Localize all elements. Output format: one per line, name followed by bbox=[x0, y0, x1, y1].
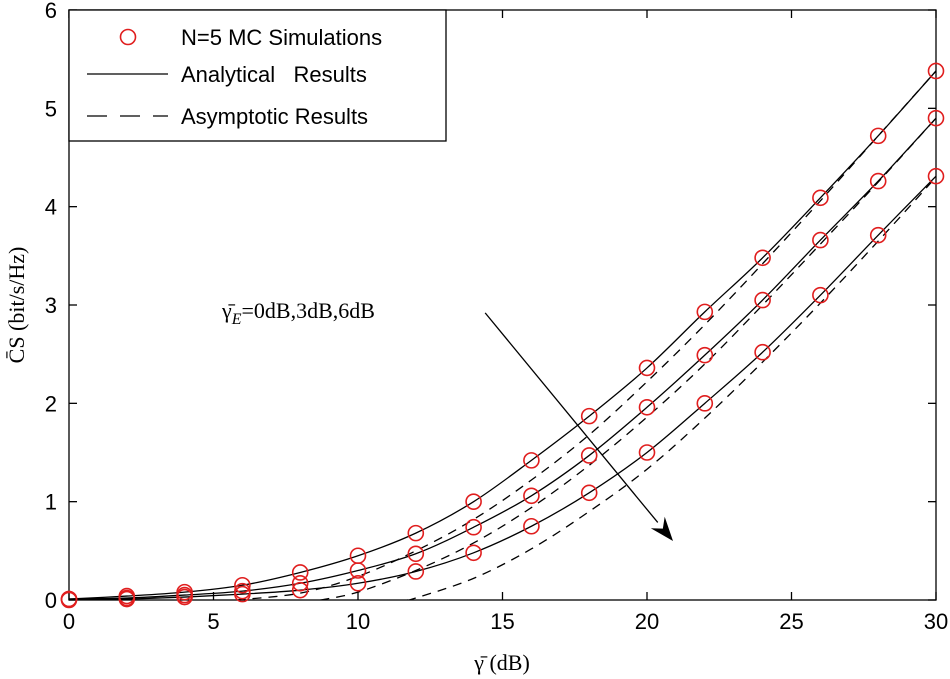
simulation-marker bbox=[927, 109, 945, 127]
y-axis-label: C̄S (bit/s/Hz) bbox=[4, 247, 29, 364]
annotation: γ̄E=0dB,3dB,6dB bbox=[221, 298, 674, 541]
x-tick-label: 5 bbox=[207, 609, 219, 634]
simulation-marker bbox=[638, 359, 656, 377]
simulation-marker bbox=[349, 574, 367, 592]
simulation-marker bbox=[927, 62, 945, 80]
legend-label-asymptotic: Asymptotic Results bbox=[181, 104, 368, 129]
simulation-marker bbox=[118, 590, 136, 608]
annotation-text: γ̄E=0dB,3dB,6dB bbox=[221, 298, 375, 328]
simulation-marker bbox=[696, 346, 714, 364]
simulation-marker bbox=[696, 395, 714, 412]
simulation-marker bbox=[465, 493, 482, 510]
x-tick-label: 15 bbox=[490, 609, 514, 634]
simulation-marker bbox=[812, 231, 829, 249]
simulation-marker bbox=[638, 444, 656, 461]
y-tick-label: 2 bbox=[45, 391, 57, 416]
legend-box bbox=[68, 9, 447, 142]
y-tick-label: 0 bbox=[45, 588, 57, 613]
simulation-marker bbox=[696, 303, 714, 321]
simulation-marker bbox=[407, 524, 425, 542]
simulation-marker bbox=[580, 447, 598, 464]
simulation-marker bbox=[407, 563, 425, 580]
simulation-marker bbox=[523, 452, 540, 469]
simulation-marker bbox=[349, 562, 367, 579]
simulation-marker bbox=[869, 127, 887, 145]
legend-label-simulations: N=5 MC Simulations bbox=[181, 25, 382, 50]
simulation-marker bbox=[291, 564, 309, 581]
analytical-line-3 bbox=[69, 70, 936, 600]
simulation-marker bbox=[523, 487, 540, 505]
analytical-line-4 bbox=[69, 117, 936, 600]
annotation-arrow-head bbox=[650, 516, 674, 541]
simulation-marker bbox=[580, 407, 598, 425]
simulation-marker bbox=[60, 591, 78, 609]
simulation-marker bbox=[638, 398, 656, 416]
asymptotic-line-8 bbox=[406, 176, 936, 600]
annotation-arrow-line bbox=[484, 312, 659, 523]
asymptotic-line-7 bbox=[320, 117, 936, 600]
simulation-marker bbox=[812, 189, 829, 207]
legend-marker-circle bbox=[119, 28, 137, 46]
marker-layer bbox=[60, 62, 945, 609]
annotation-subscript: E bbox=[231, 311, 242, 328]
x-axis-label: γ̄ (dB) bbox=[473, 650, 530, 675]
y-tick-label: 6 bbox=[45, 0, 57, 23]
x-tick-label: 30 bbox=[924, 609, 948, 634]
simulation-marker bbox=[465, 544, 482, 562]
simulation-marker bbox=[523, 517, 540, 535]
simulation-marker bbox=[812, 286, 829, 304]
x-tick-label: 0 bbox=[63, 609, 75, 634]
x-tick-label: 20 bbox=[635, 609, 659, 634]
simulation-marker bbox=[869, 172, 887, 190]
simulation-marker bbox=[465, 518, 482, 536]
simulation-marker bbox=[754, 249, 771, 267]
asymptotic-line-6 bbox=[236, 70, 936, 600]
simulation-marker bbox=[234, 576, 251, 594]
x-tick-label: 10 bbox=[346, 609, 370, 634]
analytical-line-5 bbox=[69, 175, 936, 600]
simulation-marker bbox=[176, 588, 193, 606]
simulation-marker bbox=[869, 226, 887, 244]
simulation-marker bbox=[407, 545, 425, 563]
legend: N=5 MC Simulations Analytical Results As… bbox=[68, 9, 447, 142]
x-axis: 0 5 10 15 20 25 30 bbox=[63, 10, 948, 634]
simulation-marker bbox=[580, 484, 598, 502]
simulation-marker bbox=[291, 581, 309, 599]
y-tick-label: 1 bbox=[45, 490, 57, 515]
simulation-marker bbox=[754, 343, 771, 361]
annotation-values: =0dB,3dB,6dB bbox=[242, 298, 375, 323]
y-axis: 0 1 2 3 4 5 6 bbox=[45, 0, 936, 613]
legend-label-analytical: Analytical Results bbox=[181, 62, 367, 87]
y-tick-label: 4 bbox=[45, 195, 57, 220]
y-tick-label: 5 bbox=[45, 96, 57, 121]
x-tick-label: 25 bbox=[779, 609, 803, 634]
simulation-marker bbox=[291, 574, 309, 592]
simulation-marker bbox=[927, 167, 945, 185]
series-layer bbox=[69, 70, 936, 600]
simulation-marker bbox=[754, 291, 771, 309]
simulation-marker bbox=[234, 585, 251, 603]
y-tick-label: 3 bbox=[45, 293, 57, 318]
